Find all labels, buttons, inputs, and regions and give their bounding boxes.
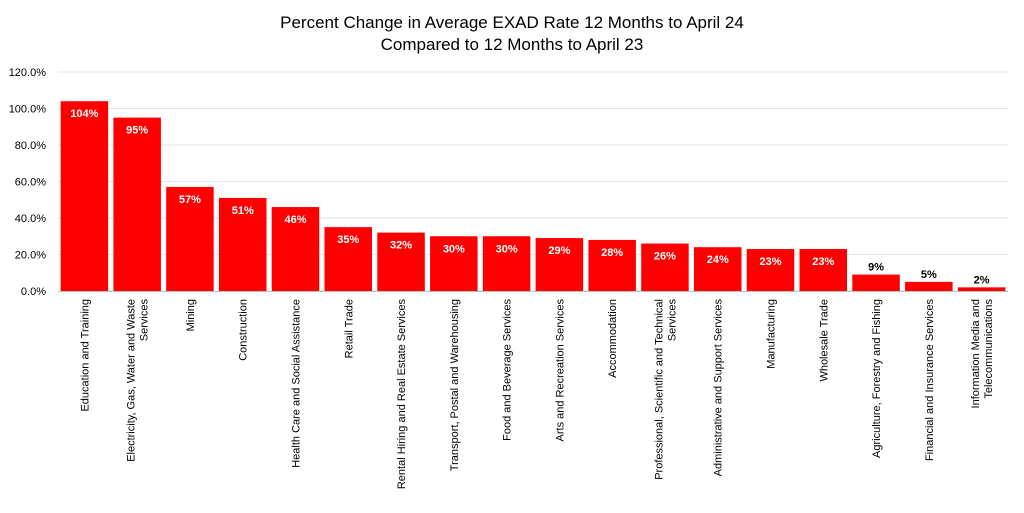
bar bbox=[324, 227, 373, 291]
x-category-label: Transport, Postal and Warehousing bbox=[449, 299, 461, 471]
bar bbox=[588, 239, 636, 291]
data-label: 29% bbox=[548, 245, 570, 257]
data-label: 5% bbox=[921, 269, 937, 281]
data-label: 23% bbox=[812, 256, 834, 268]
x-category-label: Services bbox=[666, 299, 678, 342]
bar bbox=[482, 236, 531, 291]
y-axis-ticks: 0.0% 20.0% 40.0% 60.0% 80.0% 100.0% 120.0% bbox=[9, 67, 47, 298]
data-label: 95% bbox=[126, 125, 148, 137]
data-label: 9% bbox=[868, 262, 884, 274]
bar bbox=[113, 117, 161, 291]
x-category-label: Electricity, Gas, Water and Waste bbox=[126, 299, 138, 462]
y-tick-label: 0.0% bbox=[21, 286, 46, 298]
bar bbox=[641, 243, 689, 291]
x-category-label: Mining bbox=[185, 299, 197, 331]
x-category-label: Construction bbox=[238, 299, 250, 361]
bar bbox=[957, 287, 1006, 291]
data-label: 28% bbox=[601, 247, 623, 259]
bars bbox=[60, 101, 1006, 291]
bar bbox=[430, 236, 478, 291]
x-category-label: Health Care and Social Assistance bbox=[291, 299, 303, 468]
data-label: 35% bbox=[337, 234, 359, 246]
x-category-label: Education and Training bbox=[79, 299, 91, 412]
bar bbox=[377, 232, 425, 291]
x-category-label: Administrative and Support Services bbox=[713, 299, 725, 477]
data-label: 51% bbox=[232, 205, 254, 217]
x-category-label: Information Media and bbox=[970, 299, 982, 408]
bar bbox=[166, 186, 214, 291]
y-tick-label: 100.0% bbox=[9, 104, 47, 116]
bar bbox=[799, 249, 848, 291]
bar bbox=[746, 249, 795, 291]
x-category-label: Food and Beverage Services bbox=[502, 299, 514, 441]
data-label: 30% bbox=[496, 243, 518, 255]
data-label: 24% bbox=[707, 254, 729, 266]
chart-title-line-2: Compared to 12 Months to April 23 bbox=[381, 35, 644, 54]
bar bbox=[60, 101, 109, 291]
data-label: 2% bbox=[974, 274, 990, 286]
x-category-label: Services bbox=[139, 299, 151, 342]
data-labels: 104% 95% 57% 51% 46% 35% 32% 30% 30% 29% 28% 26% 24%… bbox=[70, 108, 989, 286]
x-category-label: Professional, Scientific and Technical bbox=[653, 299, 665, 480]
y-tick-label: 60.0% bbox=[15, 177, 46, 189]
x-axis-categories: Education and Training Electricity, Gas, … bbox=[79, 299, 995, 490]
bar bbox=[905, 281, 953, 291]
data-label: 32% bbox=[390, 240, 412, 252]
x-category-label: Agriculture, Forestry and Fishing bbox=[871, 299, 883, 458]
bar bbox=[852, 274, 900, 291]
data-label: 57% bbox=[179, 194, 201, 206]
x-category-label: Retail Trade bbox=[343, 299, 355, 358]
data-label: 23% bbox=[759, 256, 781, 268]
x-category-label: Telecommunications bbox=[983, 299, 995, 399]
y-tick-label: 20.0% bbox=[15, 250, 46, 262]
chart-title-line-1: Percent Change in Average EXAD Rate 12 M… bbox=[280, 13, 744, 32]
gridlines bbox=[58, 71, 1008, 255]
x-category-label: Manufacturing bbox=[766, 299, 778, 369]
data-label: 26% bbox=[654, 251, 676, 263]
bar bbox=[218, 197, 267, 291]
y-tick-label: 40.0% bbox=[15, 213, 46, 225]
x-category-label: Accommodation bbox=[607, 299, 619, 378]
x-category-label: Rental Hiring and Real Estate Services bbox=[396, 299, 408, 490]
bar bbox=[693, 247, 742, 291]
bar bbox=[535, 238, 584, 291]
data-label: 30% bbox=[443, 243, 465, 255]
bar bbox=[271, 207, 320, 291]
data-label: 46% bbox=[284, 214, 306, 226]
y-tick-label: 120.0% bbox=[9, 67, 47, 79]
x-category-label: Wholesale Trade bbox=[818, 299, 830, 382]
x-category-label: Arts and Recreation Services bbox=[554, 299, 566, 442]
chart-title: Percent Change in Average EXAD Rate 12 M… bbox=[280, 13, 744, 54]
x-category-label: Financial and Insurance Services bbox=[924, 299, 936, 462]
y-tick-label: 80.0% bbox=[15, 140, 46, 152]
data-label: 104% bbox=[70, 108, 98, 120]
